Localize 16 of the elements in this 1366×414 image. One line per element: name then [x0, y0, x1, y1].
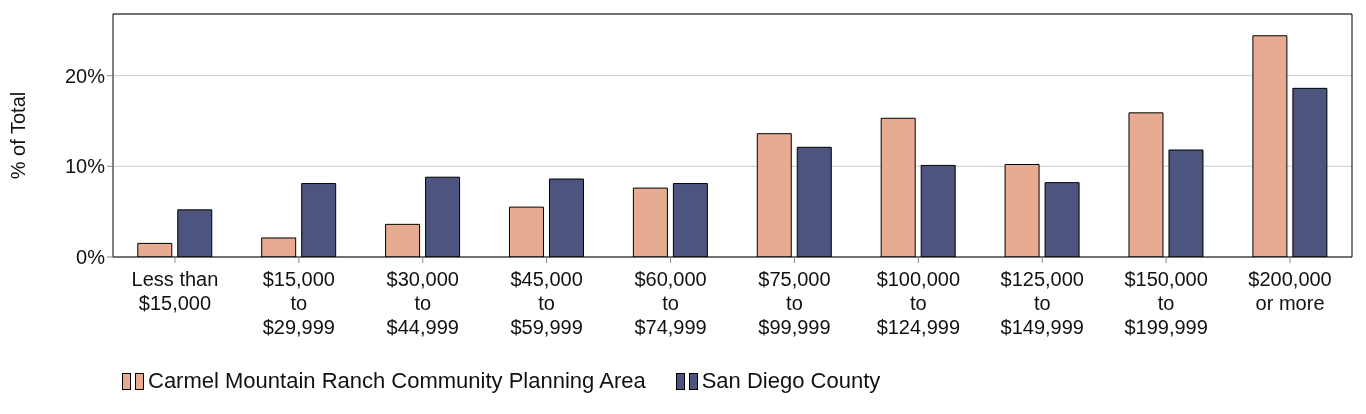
x-tick-label: $75,000 to $99,999	[758, 268, 831, 338]
x-tick-label: $30,000 to $44,999	[386, 268, 459, 338]
x-tick-label: $125,000 to $149,999	[1000, 268, 1084, 338]
x-tick-label: $200,000 or more	[1248, 268, 1332, 314]
x-tick-label: Less than $15,000	[131, 268, 219, 314]
y-tick-label: 10%	[64, 155, 106, 178]
y-axis-title: % of Total	[7, 91, 30, 180]
x-tick-label: $15,000 to $29,999	[262, 268, 335, 338]
legend-label: San Diego County	[701, 368, 881, 394]
x-tick-label: $45,000 to $59,999	[510, 268, 583, 338]
x-tick-label: $60,000 to $74,999	[634, 268, 707, 338]
y-tick-label: 0%	[76, 246, 106, 269]
x-tick-label: $100,000 to $124,999	[876, 268, 961, 338]
legend-label: Carmel Mountain Ranch Community Planning Area	[148, 368, 646, 394]
x-tick-label: $150,000 to $199,999	[1124, 268, 1208, 338]
y-tick-label: 20%	[64, 64, 106, 87]
